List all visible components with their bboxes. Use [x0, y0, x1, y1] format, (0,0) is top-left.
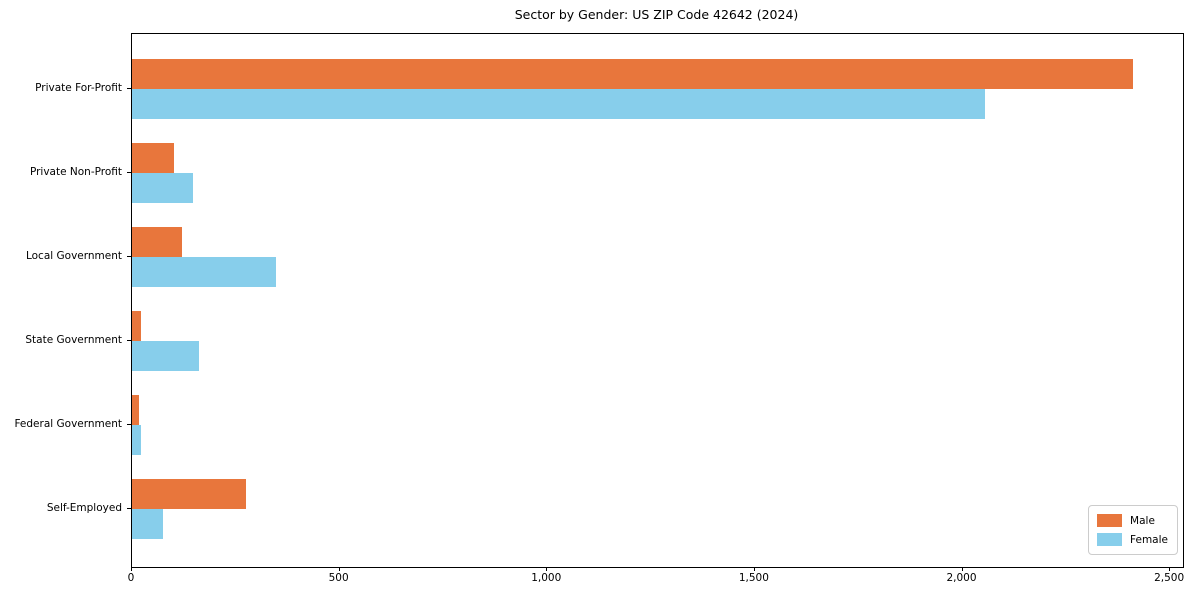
- bar-female-6: [132, 509, 164, 539]
- legend-item-female: Female: [1097, 530, 1168, 549]
- bar-male-5: [132, 395, 140, 425]
- legend-swatch-female: [1097, 533, 1123, 546]
- x-tick-mark: [961, 567, 963, 571]
- legend: Male Female: [1088, 505, 1178, 555]
- y-tick-mark: [127, 508, 131, 509]
- y-tick-mark: [127, 340, 131, 341]
- y-tick-mark: [127, 256, 131, 257]
- y-tick-label: Private For-Profit: [35, 82, 122, 94]
- legend-label-male: Male: [1130, 514, 1155, 527]
- x-tick-label: 0: [127, 572, 135, 584]
- legend-item-male: Male: [1097, 511, 1168, 530]
- y-tick-label: Federal Government: [14, 418, 122, 430]
- bar-female-4: [132, 341, 199, 371]
- bar-female-1: [132, 89, 986, 119]
- x-tick-label: 2,000: [946, 572, 977, 584]
- y-tick-mark: [127, 424, 131, 425]
- chart-title: Sector by Gender: US ZIP Code 42642 (202…: [514, 7, 799, 22]
- y-tick-label: State Government: [25, 334, 122, 346]
- x-tick-label: 2,500: [1154, 572, 1185, 584]
- y-tick-label: Self-Employed: [46, 502, 122, 514]
- x-tick-mark: [1169, 567, 1171, 571]
- bar-male-6: [132, 479, 246, 509]
- x-tick-mark: [338, 567, 340, 571]
- plot-area: Male Female: [131, 33, 1184, 568]
- bar-male-1: [132, 59, 1133, 89]
- bar-male-2: [132, 143, 174, 173]
- legend-swatch-male: [1097, 514, 1123, 527]
- y-tick-label: Local Government: [25, 250, 122, 262]
- x-tick-mark: [753, 567, 755, 571]
- y-tick-mark: [127, 172, 131, 173]
- bar-male-3: [132, 227, 183, 257]
- x-tick-label: 500: [328, 572, 349, 584]
- x-tick-mark: [131, 567, 132, 571]
- bar-female-2: [132, 173, 194, 203]
- bar-female-3: [132, 257, 277, 287]
- x-tick-label: 1,000: [531, 572, 562, 584]
- bar-female-5: [132, 425, 141, 455]
- legend-label-female: Female: [1130, 533, 1168, 546]
- y-tick-label: Private Non-Profit: [29, 166, 122, 178]
- x-tick-label: 1,500: [738, 572, 769, 584]
- bar-male-4: [132, 311, 142, 341]
- x-tick-mark: [546, 567, 548, 571]
- y-tick-mark: [127, 88, 131, 89]
